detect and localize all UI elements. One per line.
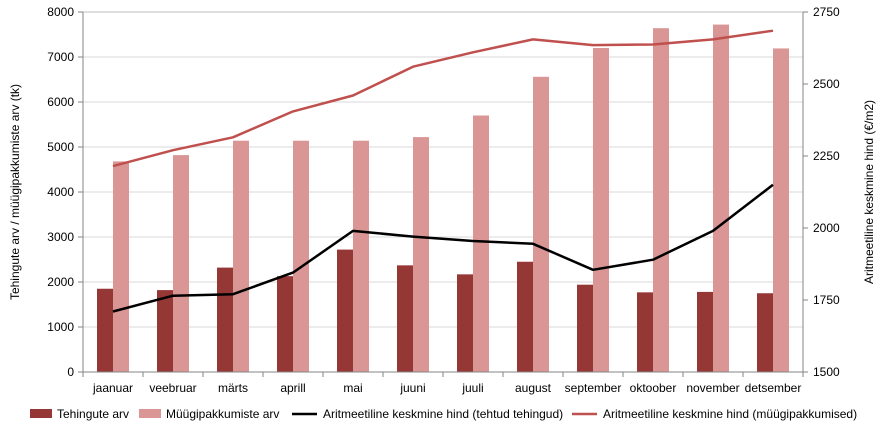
legend-swatch — [30, 409, 52, 418]
x-tick-label: juuni — [399, 381, 425, 395]
bar-tehingute-arv — [217, 267, 233, 372]
bar-tehingute-arv — [157, 290, 173, 372]
bar-myygipakkumiste-arv — [653, 28, 669, 372]
y-tick-label-left: 2000 — [47, 275, 74, 289]
y-tick-label-right: 2500 — [813, 77, 840, 91]
bar-tehingute-arv — [637, 292, 653, 372]
bar-myygipakkumiste-arv — [293, 140, 309, 372]
bar-myygipakkumiste-arv — [233, 140, 249, 372]
y-axis-right-title: Aritmeetiline keskmine hind (€/m2) — [862, 100, 876, 284]
bar-tehingute-arv — [517, 261, 533, 372]
y-tick-label-right: 1500 — [813, 365, 840, 379]
line-keskmine-hind-tehingud — [112, 183, 774, 313]
x-tick-label: juuli — [461, 381, 483, 395]
bar-tehingute-arv — [757, 293, 773, 372]
y-tick-label-right: 1750 — [813, 293, 840, 307]
y-tick-label-left: 3000 — [47, 230, 74, 244]
bar-tehingute-arv — [577, 284, 593, 372]
x-tick-label: detsember — [745, 381, 802, 395]
bar-myygipakkumiste-arv — [713, 24, 729, 372]
bar-myygipakkumiste-arv — [173, 155, 189, 372]
bar-myygipakkumiste-arv — [593, 48, 609, 372]
bar-myygipakkumiste-arv — [773, 48, 789, 372]
x-tick-label: september — [565, 381, 622, 395]
y-tick-label-left: 8000 — [47, 5, 74, 19]
legend-swatch — [139, 409, 161, 418]
bar-tehingute-arv — [337, 249, 353, 372]
x-tick-label: märts — [218, 381, 248, 395]
legend-label: Aritmeetiline keskmine hind (müügipakkum… — [603, 407, 857, 421]
y-tick-label-left: 5000 — [47, 140, 74, 154]
x-tick-label: veebruar — [149, 381, 196, 395]
y-tick-label-left: 1000 — [47, 320, 74, 334]
legend-label: Müügipakkumiste arv — [166, 407, 279, 421]
x-tick-label: aprill — [280, 381, 305, 395]
legend-label: Aritmeetiline keskmine hind (tehtud tehi… — [323, 407, 563, 421]
x-tick-label: oktoober — [630, 381, 677, 395]
x-tick-label: august — [515, 381, 552, 395]
bar-myygipakkumiste-arv — [533, 76, 549, 373]
bar-tehingute-arv — [397, 265, 413, 372]
y-tick-label-left: 7000 — [47, 50, 74, 64]
y-axis-left-title: Tehingute arv / müügipakkumiste arv (tk) — [8, 84, 22, 300]
y-tick-label-right: 2000 — [813, 221, 840, 235]
x-tick-label: jaanuar — [92, 381, 133, 395]
x-tick-label: mai — [343, 381, 362, 395]
bar-tehingute-arv — [457, 274, 473, 372]
bar-myygipakkumiste-arv — [353, 140, 369, 372]
legend-label: Tehingute arv — [57, 407, 129, 421]
bar-myygipakkumiste-arv — [413, 137, 429, 372]
bar-tehingute-arv — [277, 276, 293, 372]
x-tick-label: november — [686, 381, 739, 395]
bar-tehingute-arv — [97, 288, 113, 372]
bar-tehingute-arv — [697, 291, 713, 372]
y-tick-label-right: 2750 — [813, 5, 840, 19]
y-tick-label-left: 4000 — [47, 185, 74, 199]
y-tick-label-left: 0 — [67, 365, 74, 379]
bar-myygipakkumiste-arv — [473, 115, 489, 372]
line-keskmine-hind-myygipakkumised — [112, 29, 774, 168]
y-tick-label-left: 6000 — [47, 95, 74, 109]
bar-myygipakkumiste-arv — [113, 161, 129, 372]
y-tick-label-right: 2250 — [813, 149, 840, 163]
